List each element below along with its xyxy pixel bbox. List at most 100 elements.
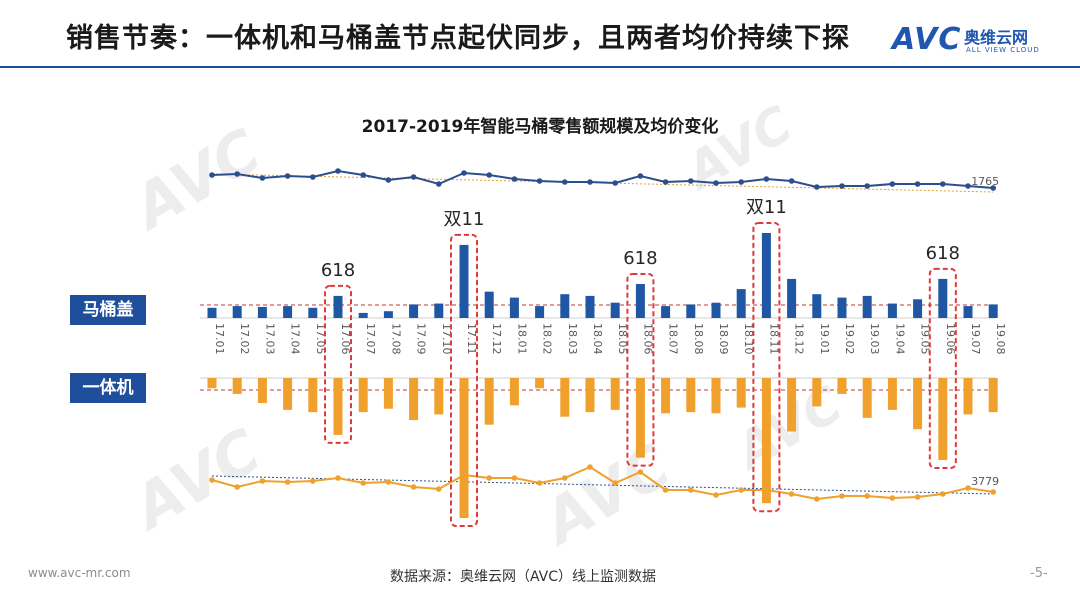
integrated-price-point-19.08 [990,489,996,495]
cover-price-point-18.08 [688,178,694,184]
integrated-price-point-17.09 [410,484,417,490]
integrated-price-point-18.01 [511,475,518,481]
integrated-price-point-17.10 [436,486,442,492]
cover-price-point-17.03 [259,175,266,181]
cover-price-point-17.06 [335,168,341,174]
bar-integrated-17.02 [232,378,242,394]
integrated-price-path [211,465,994,501]
bar-cover-17.08 [383,311,393,318]
x-tick-labels: 17.01 17.02 17.03 17.04 17.05 17.06 17.07 17.08… [213,323,1007,355]
integrated-price-point-17.07 [360,480,367,486]
tick-label-17.12: 17.12 [490,323,503,355]
tick-label-17.04: 17.04 [289,323,302,355]
integrated-price-point-19.01 [814,496,820,502]
cover-price-point-18.03 [562,179,568,185]
bar-integrated-17.06 [333,378,343,435]
watermark-avc: AVC [119,416,273,545]
cover-price-point-17.05 [310,174,316,180]
bar-integrated-17.01 [207,378,217,389]
integrated-price-point-18.10 [738,487,744,493]
tick-label-17.05: 17.05 [314,323,327,355]
bar-integrated-17.09 [409,378,419,421]
bar-cover-17.11 [459,244,469,318]
bar-integrated-18.06 [635,378,645,458]
tick-label-17.01: 17.01 [213,323,226,355]
tick-label-18.01: 18.01 [515,323,528,355]
bar-integrated-19.05 [913,378,923,430]
cover-price-point-19.04 [889,181,896,187]
tick-label-18.03: 18.03 [566,323,579,355]
bar-cover-19.07 [963,306,973,318]
bar-cover-17.02 [232,306,242,318]
bar-integrated-18.05 [610,378,620,410]
integrated-price-point-18.06 [637,469,644,475]
bar-integrated-17.03 [257,378,267,404]
bar-integrated-17.08 [383,378,393,409]
chart-title: 2017-2019年智能马桶零售额规模及均价变化 [362,116,719,137]
cover-price-point-19.05 [914,181,921,187]
integrated-price-point-18.03 [562,475,568,481]
integrated-price-last-label: 3779 [971,475,999,488]
integrated-price-point-17.12 [486,475,493,481]
integrated-price-point-19.04 [889,495,896,501]
tick-label-17.03: 17.03 [263,323,276,355]
watermark-avc: AVC [119,116,273,245]
integrated-price-point-18.12 [788,491,795,497]
annotation-box-17.06 [324,284,352,444]
tick-label-18.09: 18.09 [717,323,730,355]
cover-price-point-17.12 [486,172,493,178]
cover-price-point-17.04 [284,173,291,179]
tick-label-18.04: 18.04 [591,323,604,355]
cover-price-point-17.01 [209,172,215,178]
tick-label-19.04: 19.04 [893,323,906,355]
integrated-price-point-19.07 [965,485,971,491]
bar-integrated-18.10 [736,378,746,408]
cover-price-point-19.03 [864,183,870,189]
cover-price-point-17.09 [410,174,417,180]
integrated-price-point-18.08 [688,487,694,493]
integrated-price-point-19.03 [864,493,870,499]
tick-label-18.10: 18.10 [742,323,755,355]
tick-label-18.05: 18.05 [616,323,629,355]
bar-cover-18.06 [635,284,645,318]
annotation-box-18.11 [752,222,781,513]
bar-integrated-18.01 [509,378,519,406]
bar-cover-19.03 [862,295,872,318]
tick-label-17.06: 17.06 [339,323,352,355]
cover-price-point-19.06 [940,181,946,187]
integrated-price-point-18.09 [713,492,719,498]
tick-label-19.01: 19.01 [818,323,831,355]
bar-cover-17.06 [333,295,343,318]
bar-cover-19.06 [938,278,948,318]
cover-price-point-17.08 [385,177,392,183]
integrated-price-point-17.02 [234,484,240,490]
bar-integrated-17.10 [434,378,444,415]
annotations: 618 双11 618 双11 618 [321,197,960,527]
tick-label-17.10: 17.10 [440,323,453,355]
cover-price-line: 1765 [209,168,999,191]
bar-integrated-17.12 [484,378,494,425]
legend-integrated: 一体机 [70,373,146,403]
tick-label-19.07: 19.07 [969,323,982,355]
cover-price-point-18.07 [662,179,669,185]
cover-price-point-18.04 [587,179,593,185]
bar-integrated-19.04 [887,378,897,410]
bar-integrated-18.04 [585,378,595,413]
bar-cover-18.10 [736,289,746,318]
bar-cover-19.08 [988,304,998,318]
tick-label-19.03: 19.03 [868,323,881,355]
bar-integrated-19.07 [963,378,973,415]
tick-label-19.06: 19.06 [944,323,957,355]
bar-cover-17.04 [283,306,293,318]
legend-cover: 马桶盖 [70,295,146,325]
cover-price-point-17.07 [360,172,367,178]
cover-price-point-19.08 [990,185,996,191]
bar-integrated-18.03 [560,378,570,417]
cover-price-point-17.02 [234,171,240,177]
bar-integrated-18.11 [761,378,771,504]
title-underline [0,66,1080,68]
cover-price-point-18.10 [738,179,744,185]
bar-cover-17.03 [257,306,267,318]
annotation-label-18.06: 618 [623,248,657,269]
